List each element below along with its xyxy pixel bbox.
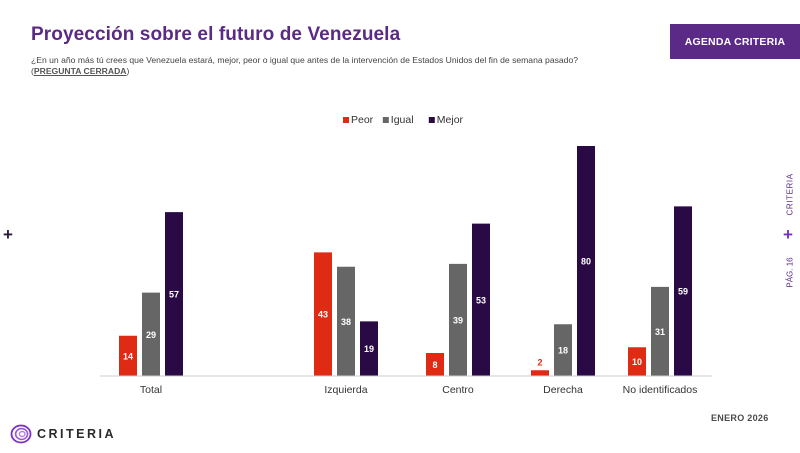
bar-centro-igual (449, 263, 467, 376)
report-date: ENERO 2026 (711, 413, 769, 423)
legend-label-igual: Igual (391, 114, 414, 126)
bar-total-igual (142, 292, 160, 376)
bar-no-identificados-mejor (674, 206, 692, 376)
bar-total-peor (119, 335, 137, 376)
criteria-logo: CRITERIA (10, 424, 116, 444)
bar-centro-peor (426, 353, 444, 376)
value-label-total-igual: 29 (146, 330, 156, 340)
bar-no-identificados-igual (651, 286, 669, 376)
value-label-centro-peor: 8 (432, 360, 437, 370)
category-label-total: Total (140, 384, 162, 396)
value-label-centro-igual: 39 (453, 315, 463, 325)
value-label-no-identificados-peor: 10 (632, 357, 642, 367)
bar-derecha-igual (554, 324, 572, 376)
bar-no-identificados-peor (628, 347, 646, 376)
plus-icon-right: + (783, 225, 793, 244)
value-label-derecha-mejor: 80 (581, 257, 591, 267)
chart-bars (119, 146, 692, 376)
category-label-derecha: Derecha (543, 384, 583, 396)
survey-question: ¿En un año más tú crees que Venezuela es… (31, 55, 579, 76)
bar-izquierda-igual (337, 266, 355, 376)
page-title: Proyección sobre el futuro de Venezuela (31, 24, 401, 45)
category-label-no-identificados: No identificados (623, 384, 698, 396)
value-label-no-identificados-igual: 31 (655, 327, 665, 337)
value-label-total-peor: 14 (123, 351, 133, 361)
legend-label-peor: Peor (351, 114, 374, 126)
chart-legend: Peor Igual Mejor (343, 114, 464, 126)
bar-izquierda-mejor (360, 321, 378, 376)
chart-labels: 14 29 57 Total 43 38 19 Izquierda 8 39 53 Centro 2 18… (123, 257, 697, 397)
legend-swatch-peor (343, 117, 349, 123)
logo-text: CRITERIA (37, 427, 117, 441)
legend-label-mejor: Mejor (437, 114, 464, 126)
value-label-total-mejor: 57 (169, 290, 179, 300)
value-label-izquierda-igual: 38 (341, 317, 351, 327)
bar-derecha-mejor (577, 146, 595, 376)
value-label-izquierda-mejor: 19 (364, 344, 374, 354)
value-label-derecha-igual: 18 (558, 346, 568, 356)
criteria-swirl-icon (10, 424, 32, 444)
plus-icon-left: + (3, 225, 13, 244)
category-label-centro: Centro (442, 384, 474, 396)
question-text: ¿En un año más tú crees que Venezuela es… (31, 55, 579, 65)
bar-centro-mejor (472, 223, 490, 376)
category-label-izquierda: Izquierda (324, 384, 367, 396)
legend-swatch-igual (382, 117, 389, 123)
value-label-izquierda-peor: 43 (318, 310, 328, 320)
bar-total-mejor (165, 212, 183, 376)
agenda-criteria-button[interactable]: AGENDA CRITERIA (670, 24, 800, 59)
question-tag: PREGUNTA CERRADA (33, 66, 127, 76)
legend-swatch-mejor (428, 117, 435, 123)
value-label-derecha-peor: 2 (537, 357, 542, 367)
value-label-centro-mejor: 53 (476, 295, 486, 305)
bar-izquierda-peor (314, 252, 332, 376)
value-label-no-identificados-mejor: 59 (678, 287, 688, 297)
bar-derecha-peor (531, 370, 549, 376)
